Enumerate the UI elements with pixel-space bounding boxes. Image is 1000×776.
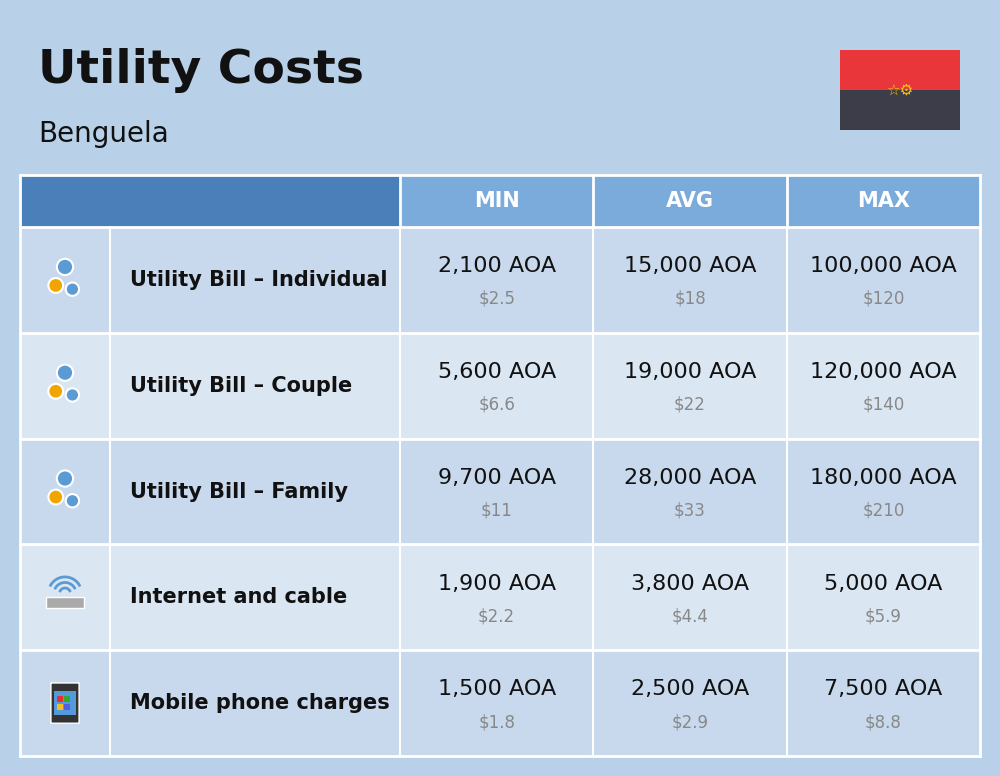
Text: MIN: MIN bbox=[474, 191, 520, 211]
Circle shape bbox=[57, 258, 73, 275]
Text: MAX: MAX bbox=[857, 191, 910, 211]
Text: $2.5: $2.5 bbox=[478, 290, 515, 308]
Text: 2,500 AOA: 2,500 AOA bbox=[631, 679, 749, 699]
Text: $6.6: $6.6 bbox=[478, 396, 515, 414]
Text: 28,000 AOA: 28,000 AOA bbox=[624, 468, 756, 488]
FancyBboxPatch shape bbox=[51, 683, 79, 723]
Text: $2.9: $2.9 bbox=[672, 713, 708, 731]
Text: Benguela: Benguela bbox=[38, 120, 169, 148]
Text: AVG: AVG bbox=[666, 191, 714, 211]
Text: 2,100 AOA: 2,100 AOA bbox=[438, 256, 556, 276]
Bar bbox=[20, 333, 980, 438]
Text: 3,800 AOA: 3,800 AOA bbox=[631, 573, 749, 594]
Text: Utility Bill – Couple: Utility Bill – Couple bbox=[130, 376, 352, 396]
Text: Utility Bill – Individual: Utility Bill – Individual bbox=[130, 270, 388, 290]
Bar bbox=[400, 175, 593, 227]
Text: $22: $22 bbox=[674, 396, 706, 414]
Text: $1.8: $1.8 bbox=[478, 713, 515, 731]
Text: $140: $140 bbox=[862, 396, 904, 414]
Bar bbox=[54, 691, 76, 715]
Circle shape bbox=[48, 384, 63, 399]
Text: Utility Bill – Family: Utility Bill – Family bbox=[130, 481, 348, 501]
Text: $2.2: $2.2 bbox=[478, 608, 515, 625]
Bar bbox=[57, 705, 63, 710]
Circle shape bbox=[57, 470, 73, 487]
Circle shape bbox=[48, 278, 63, 293]
Bar bbox=[20, 438, 980, 545]
Text: $11: $11 bbox=[481, 501, 513, 520]
Bar bbox=[840, 90, 960, 130]
Bar bbox=[57, 696, 63, 702]
Bar bbox=[20, 650, 980, 756]
Bar bbox=[20, 545, 980, 650]
Bar bbox=[787, 175, 980, 227]
Text: 5,600 AOA: 5,600 AOA bbox=[438, 362, 556, 382]
Circle shape bbox=[66, 494, 79, 508]
Bar bbox=[20, 227, 980, 333]
Circle shape bbox=[57, 365, 73, 381]
Bar bbox=[64, 696, 70, 702]
Circle shape bbox=[48, 490, 63, 504]
Text: 9,700 AOA: 9,700 AOA bbox=[438, 468, 556, 488]
Text: 1,900 AOA: 1,900 AOA bbox=[438, 573, 556, 594]
Text: ☆⚙: ☆⚙ bbox=[886, 82, 914, 98]
Text: 15,000 AOA: 15,000 AOA bbox=[624, 256, 756, 276]
Text: Mobile phone charges: Mobile phone charges bbox=[130, 693, 390, 713]
Text: $5.9: $5.9 bbox=[865, 608, 902, 625]
Bar bbox=[110, 175, 400, 227]
Text: $210: $210 bbox=[862, 501, 905, 520]
Text: 19,000 AOA: 19,000 AOA bbox=[624, 362, 756, 382]
Text: Internet and cable: Internet and cable bbox=[130, 587, 347, 608]
Text: 120,000 AOA: 120,000 AOA bbox=[810, 362, 957, 382]
Circle shape bbox=[66, 282, 79, 296]
Bar bbox=[20, 175, 110, 227]
Text: 180,000 AOA: 180,000 AOA bbox=[810, 468, 957, 488]
Text: $33: $33 bbox=[674, 501, 706, 520]
Text: 100,000 AOA: 100,000 AOA bbox=[810, 256, 957, 276]
Text: $120: $120 bbox=[862, 290, 905, 308]
Bar bbox=[840, 50, 960, 90]
Bar bbox=[46, 598, 84, 608]
Text: Utility Costs: Utility Costs bbox=[38, 48, 364, 93]
Text: $8.8: $8.8 bbox=[865, 713, 902, 731]
Circle shape bbox=[66, 388, 79, 402]
Bar bbox=[593, 175, 787, 227]
Text: 7,500 AOA: 7,500 AOA bbox=[824, 679, 942, 699]
Text: $18: $18 bbox=[674, 290, 706, 308]
Bar bbox=[64, 705, 70, 710]
Text: 5,000 AOA: 5,000 AOA bbox=[824, 573, 943, 594]
Text: $4.4: $4.4 bbox=[672, 608, 708, 625]
Text: 1,500 AOA: 1,500 AOA bbox=[438, 679, 556, 699]
